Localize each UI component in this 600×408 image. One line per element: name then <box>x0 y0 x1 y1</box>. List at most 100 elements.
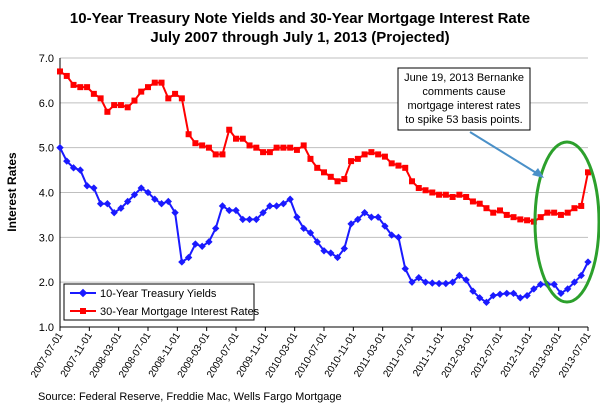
y-tick-labels: 1.0 2.0 3.0 4.0 5.0 6.0 7.0 <box>39 53 54 334</box>
data-point <box>435 279 443 288</box>
data-point <box>422 187 429 194</box>
annotation-line-2: comments cause <box>422 86 505 98</box>
data-point <box>111 102 118 109</box>
data-point <box>239 135 246 142</box>
annotation-arrow-shaft <box>469 131 539 175</box>
data-point <box>178 95 185 102</box>
data-point <box>184 253 193 262</box>
data-point <box>537 214 544 221</box>
data-point <box>564 209 571 216</box>
data-point <box>524 217 531 224</box>
data-point <box>145 84 151 91</box>
legend-label-mortgage: 30-Year Mortgage Interest Rates <box>100 306 260 318</box>
data-point <box>334 178 341 185</box>
data-point <box>381 153 388 160</box>
data-point <box>469 287 477 295</box>
series-mortgage <box>57 68 591 225</box>
data-point <box>367 213 376 221</box>
data-point <box>117 102 124 109</box>
data-point <box>409 178 415 185</box>
data-point <box>557 289 565 298</box>
data-point <box>246 142 253 149</box>
data-point <box>584 258 592 266</box>
data-point <box>341 176 348 183</box>
data-point <box>476 294 484 302</box>
data-point <box>408 278 416 286</box>
data-point <box>233 135 239 142</box>
data-point <box>83 182 91 190</box>
data-point <box>476 200 483 207</box>
data-point <box>509 289 518 298</box>
data-point <box>239 215 247 224</box>
data-point <box>456 191 463 198</box>
data-point <box>510 214 517 221</box>
legend-frame <box>63 283 255 321</box>
data-point <box>585 169 591 176</box>
data-point <box>103 200 112 208</box>
annotation-arrow-head <box>532 168 544 178</box>
legend-marker-mortgage <box>80 308 86 314</box>
y-tick-label: 5.0 <box>39 143 54 155</box>
data-point <box>287 144 294 151</box>
data-point <box>388 160 395 167</box>
data-point <box>395 162 402 169</box>
data-point <box>84 84 91 91</box>
chart-title-line1: 10-Year Treasury Note Yields and 30-Year… <box>70 10 530 27</box>
data-point <box>69 164 78 172</box>
data-point <box>63 72 70 79</box>
data-point <box>442 191 449 198</box>
data-point <box>70 81 77 88</box>
annotation-line-4: to spike 53 basis points. <box>405 114 522 126</box>
data-point <box>442 279 450 288</box>
data-point <box>455 271 464 280</box>
data-point <box>212 224 220 233</box>
data-point <box>300 142 307 149</box>
data-point <box>448 278 457 286</box>
data-point <box>172 90 179 97</box>
data-point <box>523 291 531 300</box>
data-point <box>124 104 131 111</box>
data-point <box>178 258 186 266</box>
legend-marker-treasury <box>78 288 88 298</box>
data-point <box>375 151 382 158</box>
annotation-arrow <box>469 131 544 178</box>
data-point <box>469 198 476 205</box>
data-point <box>428 279 436 287</box>
data-point <box>348 158 355 165</box>
data-point <box>360 208 369 217</box>
data-point <box>185 131 192 138</box>
highlight-ellipse <box>533 140 600 304</box>
data-point <box>544 209 551 216</box>
data-point <box>354 155 361 162</box>
data-point <box>76 166 84 174</box>
data-point <box>192 140 199 147</box>
data-point <box>415 185 422 192</box>
y-tick-label: 1.0 <box>39 322 54 334</box>
data-point <box>503 289 511 298</box>
data-point <box>144 188 152 197</box>
data-point <box>293 146 300 153</box>
data-point <box>436 191 443 198</box>
data-point <box>266 149 273 156</box>
annotation-line-3: mortgage interest rates <box>407 100 521 112</box>
data-point <box>489 291 497 300</box>
axes <box>59 58 589 331</box>
data-point <box>218 202 227 210</box>
data-point <box>402 164 409 171</box>
data-point <box>110 208 118 217</box>
data-point <box>321 169 327 176</box>
data-point <box>462 276 470 284</box>
data-point <box>516 294 524 302</box>
data-point <box>314 164 321 171</box>
y-tick-label: 3.0 <box>39 232 54 244</box>
chart-title-line2: July 2007 through July 1, 2013 (Projecte… <box>150 29 449 46</box>
data-point <box>577 271 585 280</box>
data-point <box>536 280 545 289</box>
data-point <box>205 238 213 246</box>
data-point <box>578 202 585 209</box>
data-point <box>199 142 206 149</box>
data-point <box>219 151 226 158</box>
data-point <box>77 84 84 91</box>
data-point <box>124 197 132 206</box>
